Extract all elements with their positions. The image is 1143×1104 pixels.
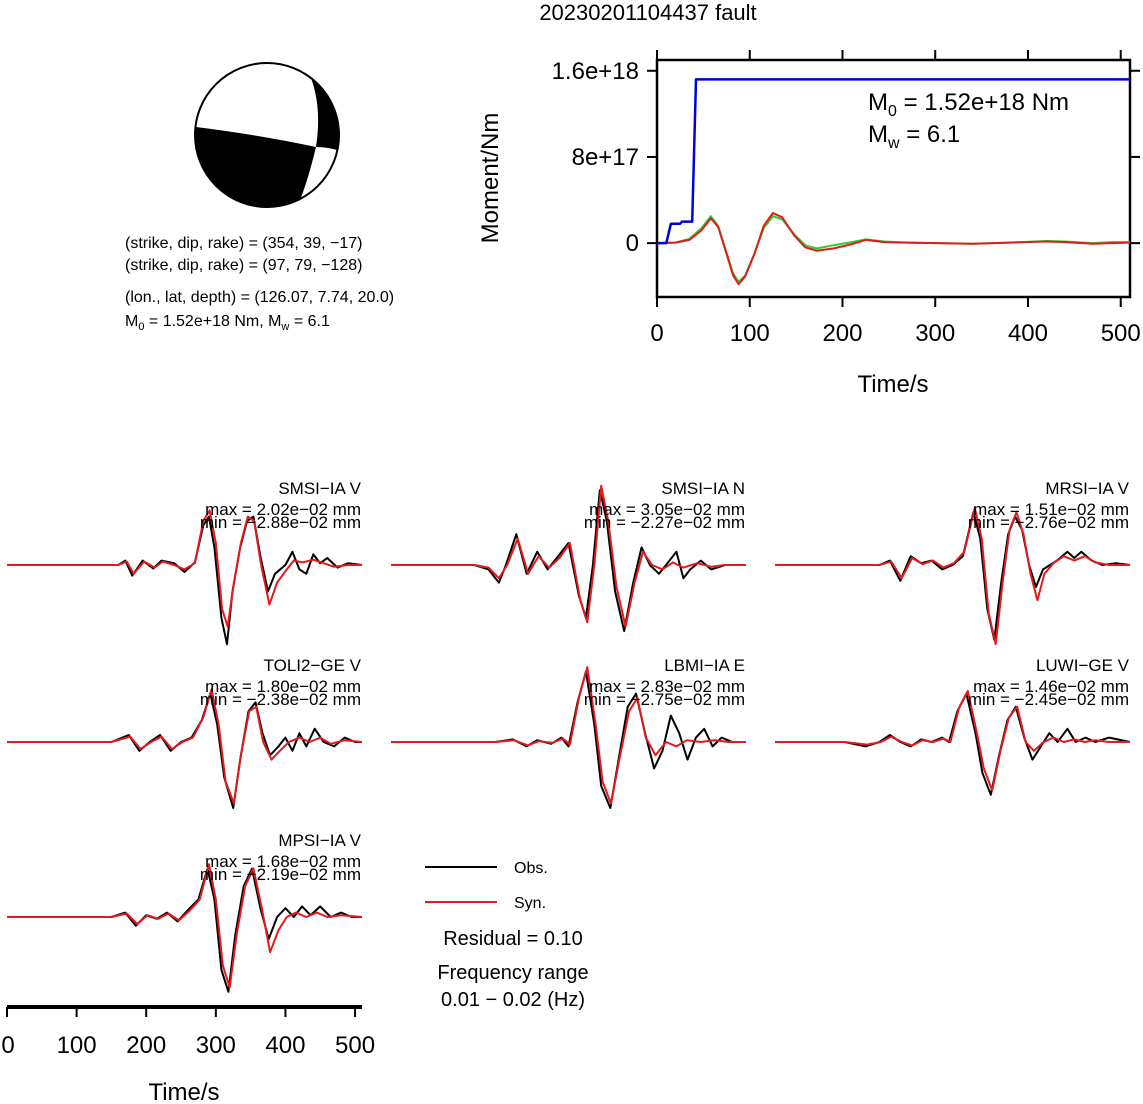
legend-obs-label: Obs. xyxy=(514,860,548,877)
beachball-compression-top xyxy=(311,78,339,150)
synthetic-trace xyxy=(391,666,746,805)
moment-y-tick-label: 0 xyxy=(626,230,639,257)
waveform-x-label: Time/s xyxy=(148,1079,219,1104)
moment-x-tick-label: 100 xyxy=(730,320,770,347)
moment-y-tick-label: 1.6e+18 xyxy=(552,58,639,85)
moment-y-axis: 0 8e+17 1.6e+18 xyxy=(552,58,1140,257)
observed-trace xyxy=(391,489,746,632)
info-line-2: (strike, dip, rake) = (97, 79, −128) xyxy=(125,257,362,274)
synthetic-trace xyxy=(391,484,746,628)
waveform-x-tick-label: 400 xyxy=(265,1032,305,1059)
moment-x-tick-label: 0 xyxy=(650,320,663,347)
station-min: min = −2.75e−02 mm xyxy=(584,690,745,709)
station-max: max = 2.02e−02 mm xyxy=(205,500,361,519)
moment-x-axis: 0 100 200 300 400 500 xyxy=(650,50,1141,347)
station-name: SMSI−IA V xyxy=(278,479,361,498)
moment-y-label: Moment/Nm xyxy=(477,113,504,244)
moment-red-trace xyxy=(656,212,1131,286)
moment-green-trace xyxy=(656,215,1130,283)
observed-trace xyxy=(7,692,362,809)
moment-annotation-mw: Mw = 6.1 xyxy=(868,121,960,152)
synthetic-trace xyxy=(775,690,1130,792)
moment-chart: 0 8e+17 1.6e+18 0 100 200 300 400 500 Moment/Nm… xyxy=(477,50,1141,398)
moment-x-tick-label: 200 xyxy=(822,320,862,347)
station-name: LUWI−GE V xyxy=(1036,656,1130,675)
moment-y-tick-label: 8e+17 xyxy=(572,144,639,171)
moment-series xyxy=(656,78,1131,286)
info-line-1: (strike, dip, rake) = (354, 39, −17) xyxy=(125,235,362,252)
station-name: MRSI−IA V xyxy=(1045,479,1129,498)
waveform-x-axis: 0 100 200 300 400 500 xyxy=(1,1005,375,1059)
moment-x-label: Time/s xyxy=(857,371,928,398)
station-min: min = −2.19e−02 mm xyxy=(200,865,361,884)
station-min: min = −2.76e−02 mm xyxy=(968,513,1129,532)
station-name: SMSI−IA N xyxy=(661,479,745,498)
station-name: LBMI−IA E xyxy=(664,656,745,675)
station-max: max = 1.80e−02 mm xyxy=(205,677,361,696)
info-line-4: M0 = 1.52e+18 Nm, Mw = 6.1 xyxy=(125,313,330,333)
synthetic-trace xyxy=(7,863,363,989)
station-min: min = −2.27e−02 mm xyxy=(584,513,745,532)
frequency-range-value: 0.01 − 0.02 (Hz) xyxy=(441,989,585,1011)
moment-x-tick-label: 500 xyxy=(1101,320,1141,347)
station-max: max = 2.83e−02 mm xyxy=(589,677,745,696)
waveform-x-tick-label: 100 xyxy=(57,1032,97,1059)
moment-x-tick-label: 400 xyxy=(1008,320,1048,347)
waveform-x-tick-label: 300 xyxy=(196,1032,236,1059)
moment-plot-frame xyxy=(655,58,1132,299)
legend-syn-label: Syn. xyxy=(514,895,546,912)
station-min: min = −2.88e−02 mm xyxy=(200,513,361,532)
waveform-x-tick-label: 200 xyxy=(126,1032,166,1059)
moment-x-tick-label: 300 xyxy=(915,320,955,347)
mechanism-info: (strike, dip, rake) = (354, 39, −17) (st… xyxy=(125,235,394,333)
beachball-compression-bottom xyxy=(195,127,316,208)
synthetic-trace xyxy=(7,688,363,805)
station-name: MPSI−IA V xyxy=(278,831,361,850)
station-name: TOLI2−GE V xyxy=(264,656,362,675)
synthetic-trace xyxy=(775,506,1130,646)
waveform-x-tick-label: 0 xyxy=(1,1032,14,1059)
synthetic-trace xyxy=(7,509,362,628)
waveform-x-tick-label: 500 xyxy=(335,1032,375,1059)
station-max: max = 3.05e−02 mm xyxy=(589,500,745,519)
figure-title: 20230201104437 fault xyxy=(539,0,756,25)
observed-trace xyxy=(7,515,363,646)
station-min: min = −2.45e−02 mm xyxy=(968,690,1129,709)
station-max: max = 1.46e−02 mm xyxy=(973,677,1129,696)
frequency-range-label: Frequency range xyxy=(437,962,588,984)
station-max: max = 1.68e−02 mm xyxy=(205,852,361,871)
station-max: max = 1.51e−02 mm xyxy=(973,500,1129,519)
station-min: min = −2.38e−02 mm xyxy=(200,690,361,709)
observed-trace xyxy=(7,867,362,993)
moment-cumulative-line xyxy=(657,78,1130,245)
legend: Obs. Syn. xyxy=(425,860,548,912)
moment-annotation-m0: M0 = 1.52e+18 Nm xyxy=(868,89,1069,120)
residual-label: Residual = 0.10 xyxy=(443,928,583,950)
beachball xyxy=(194,62,340,208)
info-line-3: (lon., lat, depth) = (126.07, 7.74, 20.0… xyxy=(125,289,394,306)
